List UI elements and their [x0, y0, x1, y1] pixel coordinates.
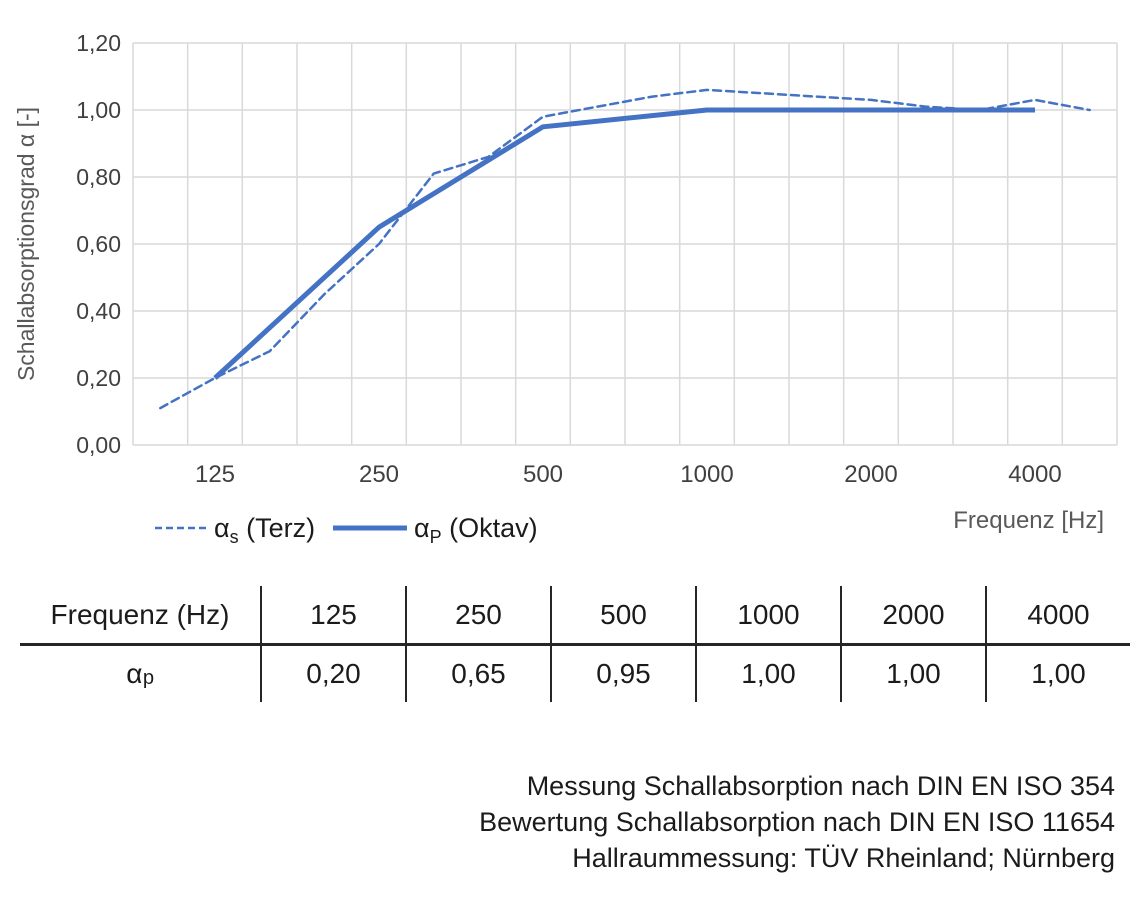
x-axis-title: Frequenz [Hz]	[953, 507, 1104, 534]
series-line-terz	[159, 88, 1091, 410]
svg-text:1,20: 1,20	[76, 30, 121, 56]
svg-text:0,80: 0,80	[76, 164, 121, 190]
y-axis-title: Schallabsorptionsgrad α [-]	[13, 107, 39, 381]
svg-text:4000: 4000	[1008, 461, 1061, 488]
svg-text:250: 250	[359, 461, 399, 488]
svg-text:0,00: 0,00	[76, 432, 121, 458]
chart-legend: αs (Terz) αP (Oktav)	[155, 513, 538, 547]
table-value-250: 0,65	[405, 646, 550, 702]
svg-text:2000: 2000	[844, 461, 897, 488]
table-value-125: 0,20	[260, 646, 405, 702]
table-value-500: 0,95	[550, 646, 695, 702]
svg-text:0,60: 0,60	[76, 231, 121, 257]
table-value-1000: 1,00	[695, 646, 840, 702]
legend-label-terz: αs (Terz)	[214, 513, 315, 547]
table-header-frequency: Frequenz (Hz)	[20, 586, 260, 646]
note-measurement-standard: Messung Schallabsorption nach DIN EN ISO…	[526, 771, 1115, 801]
absorption-line-chart: 1,20 1,00 0,80 0,60 0,40 0,20 0,00 125 250 500 100…	[13, 30, 1118, 547]
y-axis-tick-labels: 1,20 1,00 0,80 0,60 0,40 0,20 0,00	[76, 30, 121, 458]
table-header-250: 250	[405, 586, 550, 646]
gridlines	[132, 42, 1118, 446]
note-rating-standard: Bewertung Schallabsorption nach DIN EN I…	[479, 807, 1115, 837]
table-header-500: 500	[550, 586, 695, 646]
table-header-2000: 2000	[840, 586, 985, 646]
svg-text:1,00: 1,00	[76, 97, 121, 123]
legend-label-oktav: αP (Oktav)	[414, 513, 538, 547]
svg-text:1000: 1000	[680, 461, 733, 488]
table-value-2000: 1,00	[840, 646, 985, 702]
table-header-125: 125	[260, 586, 405, 646]
table-value-4000: 1,00	[985, 646, 1130, 702]
table-header-1000: 1000	[695, 586, 840, 646]
svg-text:0,20: 0,20	[76, 365, 121, 391]
alpha-symbol: α	[126, 658, 143, 689]
x-axis-tick-labels: 125 250 500 1000 2000 4000	[195, 461, 1062, 488]
note-lab: Hallraummessung: TÜV Rheinland; Nürnberg	[572, 843, 1115, 873]
measurement-notes: Messung Schallabsorption nach DIN EN ISO…	[115, 768, 1115, 876]
table-header-4000: 4000	[985, 586, 1130, 646]
svg-text:500: 500	[523, 461, 563, 488]
svg-text:125: 125	[195, 461, 235, 488]
absorption-values-table: Frequenz (Hz) 125 250 500 1000 2000 4000…	[20, 586, 1130, 702]
series-line-oktav	[213, 107, 1035, 380]
svg-text:0,40: 0,40	[76, 298, 121, 324]
